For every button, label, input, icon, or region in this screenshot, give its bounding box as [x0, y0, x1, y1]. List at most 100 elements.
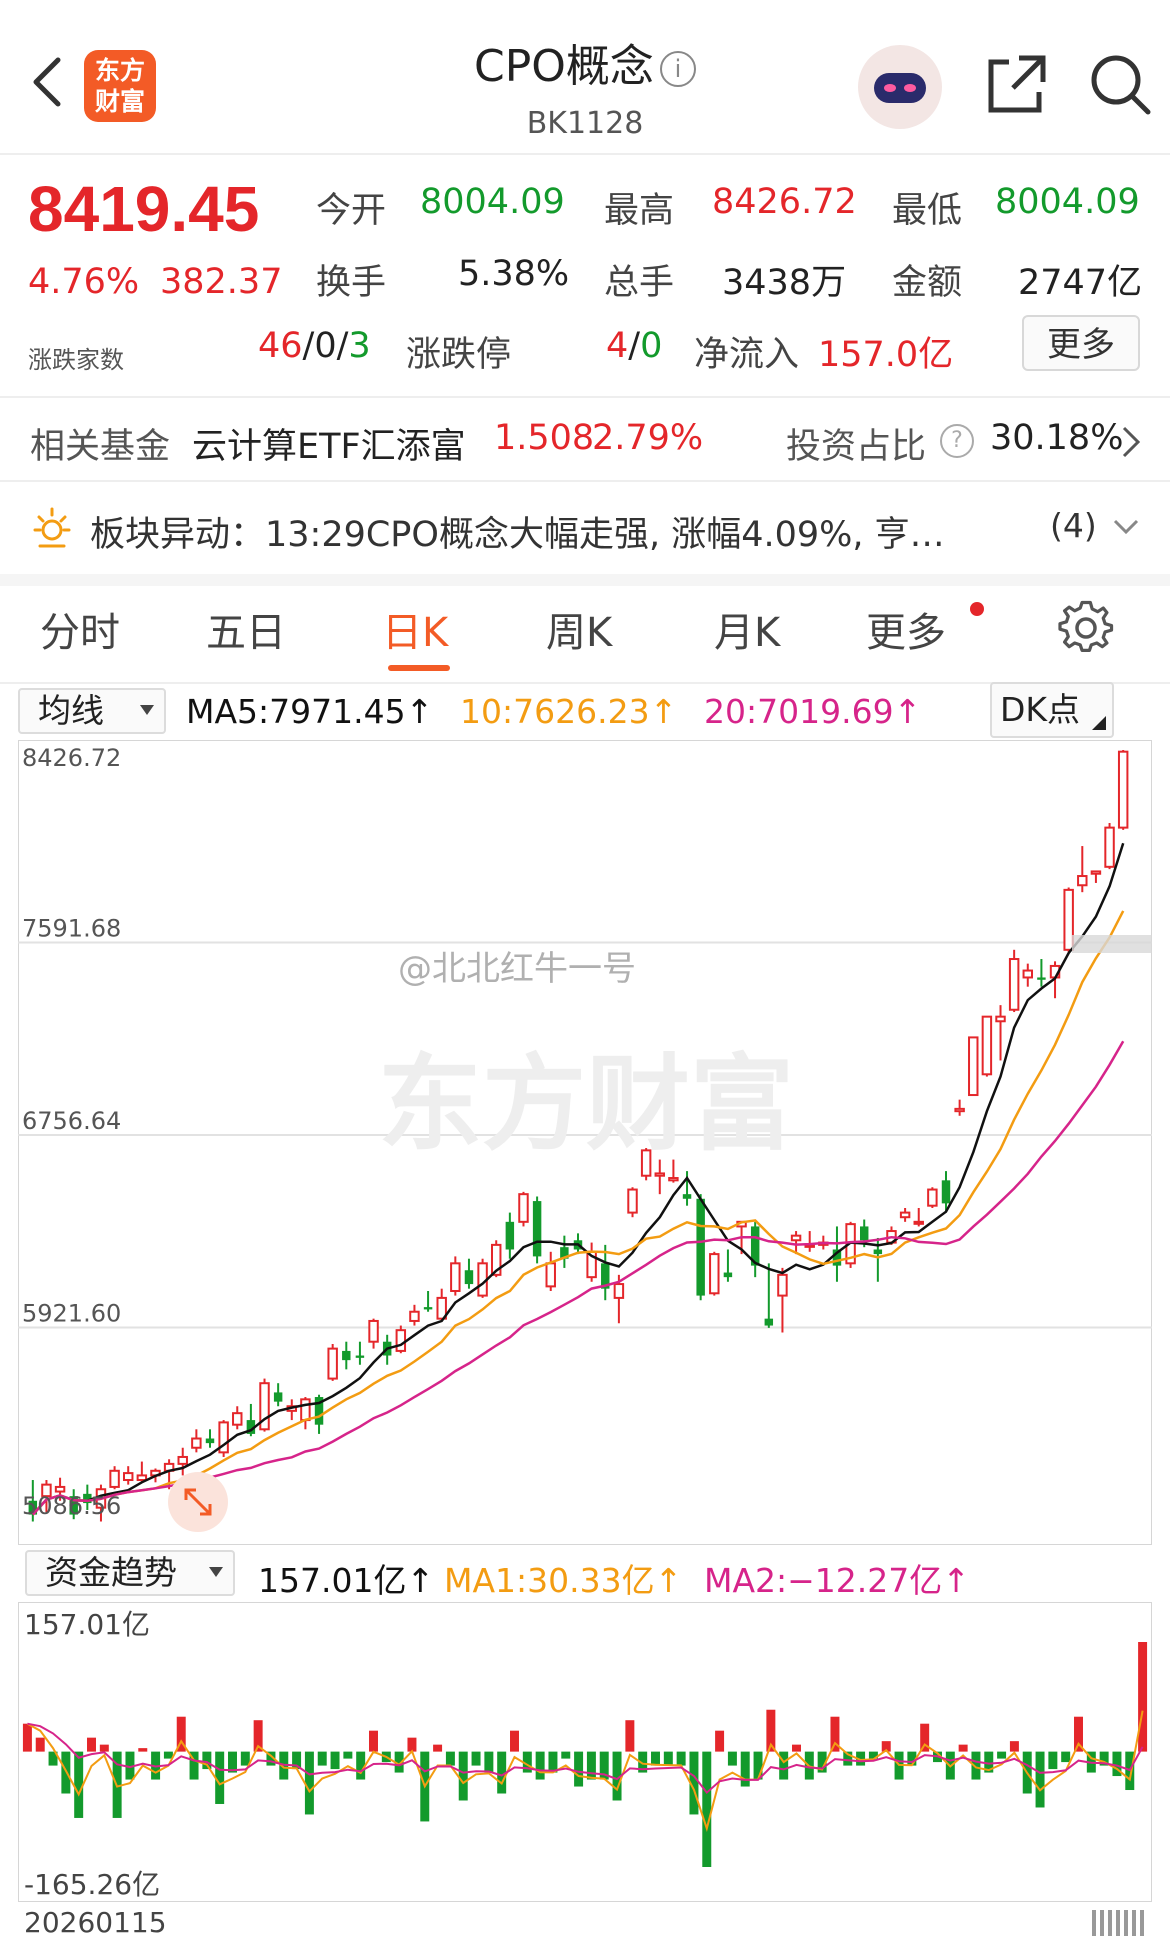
- candle-body: [246, 1420, 256, 1434]
- candle-body: [41, 1483, 52, 1498]
- flow-bar: [163, 1751, 173, 1759]
- ma10-value: 10:7626.23↑: [460, 692, 678, 731]
- sector-code: BK1128: [526, 106, 644, 141]
- candle: [122, 1466, 134, 1485]
- share-icon: [988, 55, 1046, 113]
- flow-bar: [240, 1751, 250, 1766]
- flow-bar: [766, 1709, 776, 1752]
- weibo-watermark: @北北红牛一号: [398, 949, 636, 989]
- candle-body: [136, 1474, 148, 1482]
- candle-body: [327, 1347, 338, 1380]
- volume-value: 3438万: [722, 263, 847, 303]
- tab-weekly-k[interactable]: 周K: [546, 610, 613, 656]
- divider: [0, 682, 1170, 684]
- candle-body: [355, 1355, 365, 1358]
- candle: [177, 1447, 188, 1476]
- search-button[interactable]: [1088, 52, 1152, 116]
- candle-body: [723, 1272, 733, 1278]
- candle-body: [1063, 888, 1074, 951]
- notification-dot: [970, 602, 984, 616]
- low-value: 8004.09: [995, 182, 1140, 222]
- candle: [518, 1191, 529, 1227]
- flow-bar: [702, 1751, 712, 1867]
- y-axis-tick-label: 7591.68: [22, 915, 121, 943]
- candle: [1063, 887, 1074, 953]
- active-tab-indicator: [388, 665, 450, 671]
- tab-five-day[interactable]: 五日: [206, 610, 286, 656]
- candle-body: [1104, 826, 1115, 868]
- candle: [83, 1484, 92, 1510]
- candle-body: [300, 1398, 311, 1422]
- candle-body: [532, 1201, 542, 1257]
- tab-more[interactable]: 更多: [866, 610, 946, 656]
- candle: [1022, 963, 1034, 987]
- flow-bar: [343, 1751, 353, 1759]
- dk-button[interactable]: DK点: [990, 682, 1114, 738]
- flow-bar: [881, 1741, 891, 1752]
- chevron-right-icon: [1122, 426, 1141, 458]
- flow-bar: [535, 1751, 545, 1780]
- alert-count: (4): [1050, 506, 1097, 545]
- back-button[interactable]: [24, 52, 68, 112]
- flow-bar: [753, 1751, 763, 1780]
- candle-body: [342, 1350, 351, 1361]
- flow-bar: [87, 1737, 96, 1752]
- more-quote-button[interactable]: 更多: [1022, 315, 1140, 371]
- candle-body: [83, 1493, 92, 1504]
- indicator-dropdown[interactable]: 均线: [18, 688, 166, 734]
- kline-chart[interactable]: @北北红牛一号 东方财富 8426.72 7591.68 6756.64 5921.6…: [18, 740, 1152, 1545]
- flow-bar: [304, 1751, 314, 1815]
- date-label: 20260115: [24, 1906, 167, 1939]
- change-abs: 382.37: [160, 262, 283, 302]
- candle: [342, 1341, 351, 1370]
- candle: [640, 1148, 652, 1181]
- sector-alert-row[interactable]: 板块异动：13:29CPO概念大幅走强, 涨幅4.09%, 亨… (4): [0, 482, 1170, 572]
- flow-bar: [548, 1751, 558, 1773]
- high-label: 最高: [604, 191, 675, 231]
- help-icon[interactable]: ?: [940, 424, 974, 458]
- scroll-handle[interactable]: [1092, 1910, 1148, 1936]
- flow-axis-min: -165.26亿: [24, 1868, 160, 1901]
- flow-bar: [22, 1723, 32, 1752]
- flow-bar: [369, 1730, 378, 1752]
- flow-bar: [663, 1751, 673, 1766]
- open-value: 8004.09: [420, 182, 565, 222]
- flow-bar: [676, 1751, 686, 1766]
- flow-bar: [1099, 1751, 1109, 1766]
- flow-bar: [830, 1716, 840, 1752]
- info-icon[interactable]: i: [659, 51, 696, 87]
- candle: [668, 1159, 679, 1183]
- candle: [368, 1318, 379, 1349]
- flow-chart[interactable]: 157.01亿 -165.26亿: [18, 1602, 1152, 1902]
- ma10-line: [31, 910, 1125, 1516]
- candle-body: [395, 1329, 407, 1352]
- tab-monthly-k[interactable]: 月K: [714, 610, 781, 656]
- candle: [54, 1477, 66, 1501]
- candle-body: [668, 1177, 679, 1182]
- flow-bar: [99, 1744, 109, 1752]
- candle-body: [518, 1193, 529, 1223]
- related-fund-row[interactable]: 相关基金 云计算ETF汇添富 1.508 2.79% 投资占比 ? 30.18%: [0, 398, 1170, 480]
- candle-body: [1037, 977, 1046, 980]
- candle: [450, 1256, 461, 1296]
- candle-body: [696, 1198, 705, 1296]
- tab-daily-k[interactable]: 日K: [382, 610, 449, 656]
- candle-body: [314, 1397, 324, 1425]
- candle-body: [913, 1220, 924, 1225]
- turnover-value: 5.38%: [458, 254, 570, 294]
- flow-dropdown[interactable]: 资金趋势: [25, 1550, 235, 1596]
- assistant-avatar[interactable]: [858, 45, 942, 129]
- section-gap: [0, 574, 1170, 586]
- flow-bar: [215, 1751, 225, 1804]
- flow-bar: [202, 1751, 212, 1770]
- gear-icon[interactable]: [1058, 600, 1114, 656]
- candle: [136, 1461, 148, 1483]
- candle-body: [682, 1194, 692, 1199]
- amount-value: 2747亿: [1018, 263, 1143, 303]
- flow-bar: [920, 1723, 930, 1752]
- share-button[interactable]: [985, 52, 1049, 116]
- chevron-down-icon: [1113, 519, 1139, 535]
- flow-bar: [843, 1751, 853, 1766]
- expand-icon: [184, 1488, 212, 1516]
- tab-intraday[interactable]: 分时: [40, 610, 120, 656]
